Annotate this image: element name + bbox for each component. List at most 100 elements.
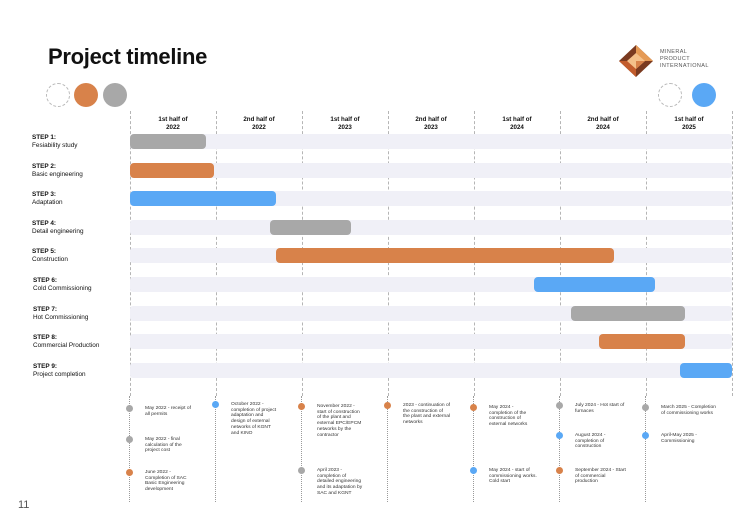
period-line2: 2023 xyxy=(424,123,438,131)
step-number: STEP 5: xyxy=(32,248,57,256)
step-number: STEP 1: xyxy=(32,134,57,141)
milestone-line xyxy=(215,396,216,502)
period-line1: 1st half of xyxy=(330,116,360,123)
gantt-bar xyxy=(534,277,655,292)
step-label: STEP 3: Adaptation xyxy=(32,191,63,207)
milestone-line-text: March 2025 - Completion xyxy=(661,405,716,410)
row-track xyxy=(130,219,732,235)
milestone-line-text: construction xyxy=(575,444,602,450)
grid-line xyxy=(732,111,733,396)
milestone-dot xyxy=(556,402,563,409)
gantt-bar xyxy=(130,162,215,178)
milestone-line xyxy=(559,396,560,502)
milestone-line xyxy=(387,396,388,502)
gantt-bar xyxy=(276,248,615,264)
period-line2: 2022 xyxy=(166,123,180,131)
milestone-line-text: the plant and external xyxy=(403,414,451,420)
milestone-line-text: SAC and KGNT xyxy=(317,490,352,496)
step-name: Detail engineering xyxy=(32,227,84,235)
milestone-line-text: Completion of SAC xyxy=(145,475,187,481)
milestone-line-text: completion of the xyxy=(489,410,527,416)
milestone-line-text: 2023 - continuation of xyxy=(403,403,451,408)
gantt-bar xyxy=(270,219,351,235)
orange-circle-icon xyxy=(74,83,98,107)
period-header: 1st half of 2025 xyxy=(647,116,731,131)
logo-text: MINERAL PRODUCT INTERNATIONAL xyxy=(660,49,709,69)
step-label: STEP 8: Commercial Production xyxy=(33,334,99,350)
step-label: STEP 6: Cold Commissioning xyxy=(33,277,92,293)
dashed-circle-icon xyxy=(46,83,70,107)
milestone-dot xyxy=(298,467,305,474)
row-track xyxy=(130,162,732,178)
milestone-line-text: start of construction xyxy=(317,409,360,415)
milestone-text: May 2024 - completion of the construction … xyxy=(489,405,551,428)
milestone-line-text: networks of KGNT xyxy=(231,424,271,430)
milestone-line-text: May 2022 - final xyxy=(145,437,180,442)
gantt-bar xyxy=(130,191,277,207)
dashed-circle-icon xyxy=(658,83,682,107)
step-number: STEP 8: xyxy=(33,334,58,342)
milestone-line-text: detailed engineering xyxy=(317,479,362,485)
milestone-dot xyxy=(470,404,477,411)
milestone-dot xyxy=(126,436,133,443)
milestone-text: August 2024 - completion of construction xyxy=(575,433,637,450)
step-name: Hot Commissioning xyxy=(33,313,89,321)
milestone-line xyxy=(301,396,302,502)
milestone-line-text: May 2024 - xyxy=(489,405,514,410)
milestone-line-text: external networks xyxy=(489,422,528,428)
step-name: Adaptation xyxy=(32,199,63,207)
milestone-line-text: adaptation and xyxy=(231,413,264,419)
period-line2: 2022 xyxy=(252,123,266,131)
milestone-text: June 2022 - Completion of SAC Basic Engine… xyxy=(145,470,207,493)
milestone-line-text: networks xyxy=(403,420,423,426)
step-number: STEP 7: xyxy=(33,305,58,313)
gantt-bar xyxy=(680,362,732,378)
period-header: 1st half of 2022 xyxy=(131,116,215,131)
milestone-line-text: June 2022 - xyxy=(145,470,171,475)
step-number: STEP 2: xyxy=(32,162,57,170)
period-header: 2nd half of 2022 xyxy=(217,116,301,131)
milestone-line-text: completion of project xyxy=(231,407,277,413)
step-name: Cold Commissioning xyxy=(33,285,92,292)
period-line2: 2025 xyxy=(682,123,696,131)
gantt-bar xyxy=(130,134,206,149)
milestone-text: July 2024 - Hot start of furnaces xyxy=(575,403,637,414)
milestone-dot xyxy=(556,432,563,439)
milestone-line-text: Basic Engineering xyxy=(145,481,185,487)
milestone-text: September 2024 - Start of commercial produ… xyxy=(575,468,637,485)
milestone-line-text: May 2024 - start of xyxy=(489,468,530,473)
milestone-text: October 2022 - completion of project adapt… xyxy=(231,402,293,436)
milestone-dot xyxy=(642,404,649,411)
period-line1: 2nd half of xyxy=(243,116,275,123)
milestone-line-text: external EPC/EPCM xyxy=(317,421,362,427)
milestone-line-text: production xyxy=(575,479,598,485)
milestone-line-text: May 2022 - receipt of xyxy=(145,406,191,411)
milestone-line-text: August 2024 - xyxy=(575,433,606,438)
period-header: 1st half of 2023 xyxy=(303,116,387,131)
milestone-dot xyxy=(384,402,391,409)
step-number: STEP 9: xyxy=(33,362,58,370)
milestone-text: November 2022 - start of construction of t… xyxy=(317,404,379,438)
step-name: Basic engineering xyxy=(32,170,83,178)
period-line1: 1st half of xyxy=(502,116,532,123)
company-logo xyxy=(619,45,653,77)
period-line1: 2nd half of xyxy=(587,116,619,123)
step-label: STEP 5: Construction xyxy=(32,248,68,264)
milestone-line-text: April-May 2025 - xyxy=(661,433,697,438)
milestone-text: May 2024 - start of commissioning works. C… xyxy=(489,468,551,485)
milestone-dot xyxy=(298,403,305,410)
milestone-dot xyxy=(556,467,563,474)
milestone-line-text: of commercial xyxy=(575,473,606,479)
period-line2: 2024 xyxy=(510,123,524,131)
period-header: 1st half of 2024 xyxy=(475,116,559,131)
step-number: STEP 6: xyxy=(33,277,58,284)
milestone-text: May 2022 - receipt of all permits xyxy=(145,406,207,417)
milestone-line-text: development xyxy=(145,487,174,493)
milestone-line xyxy=(473,396,474,502)
milestone-text: March 2025 - Completion of commissioning … xyxy=(661,405,723,416)
milestone-line-text: Cold start xyxy=(489,479,510,485)
step-label: STEP 4: Detail engineering xyxy=(32,220,84,236)
row-track xyxy=(130,362,732,378)
milestone-line-text: the construction of xyxy=(403,408,443,414)
period-line2: 2024 xyxy=(596,123,610,131)
